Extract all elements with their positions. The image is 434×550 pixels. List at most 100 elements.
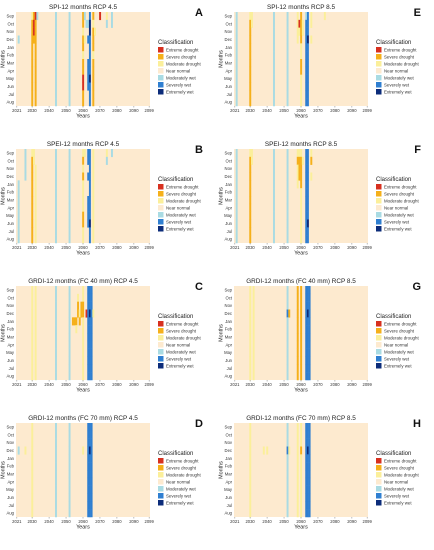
heatmap-cell (296, 438, 299, 447)
heatmap-cell (36, 12, 39, 21)
heatmap-cell (32, 35, 35, 44)
heatmap-cell (82, 333, 85, 342)
x-tick-label: 2080 (330, 108, 340, 113)
heatmap-cell (88, 501, 91, 510)
legend-label: Moderate drought (166, 473, 201, 478)
heatmap-cell (55, 74, 57, 83)
heatmap-cell (249, 364, 252, 373)
heatmap-cell (305, 430, 308, 439)
y-tick-label: Aug (7, 237, 15, 242)
heatmap-cell (286, 333, 289, 342)
heatmap-cell (296, 423, 299, 432)
legend-label: Severely wet (384, 494, 410, 499)
heatmap-cell (273, 149, 275, 158)
heatmap-cell (252, 286, 255, 295)
heatmap-cell (249, 219, 252, 228)
heatmap-cell (31, 35, 34, 44)
legend-label: Severely wet (166, 83, 192, 88)
heatmap-cell (306, 293, 309, 302)
x-tick-label: 2021 (230, 382, 240, 387)
legend-label: Moderate drought (384, 336, 419, 341)
heatmap-cell (88, 196, 91, 205)
heatmap-cell (305, 356, 308, 365)
y-tick-label: Jul (227, 503, 232, 508)
heatmap-cell (32, 27, 35, 36)
y-tick-label: Jun (7, 495, 14, 500)
heatmap-cell (88, 477, 91, 486)
legend-title: Classification (376, 40, 411, 46)
heatmap-cell (105, 156, 108, 165)
heatmap-cell (306, 348, 309, 357)
heatmap-cell (105, 19, 108, 28)
heatmap-cell (88, 356, 91, 365)
heatmap-cell (273, 164, 275, 173)
y-tick-label: Apr (225, 342, 232, 347)
heatmap-cell (24, 446, 27, 455)
heatmap-cell (90, 430, 93, 439)
heatmap-cell (249, 501, 252, 510)
heatmap-cell (87, 333, 90, 342)
heatmap-cell (68, 235, 71, 244)
heatmap-cell (55, 35, 57, 44)
x-tick-label: 2060 (296, 519, 306, 524)
heatmap-cell (31, 423, 34, 432)
heatmap-cell (286, 438, 289, 447)
heatmap-cell (310, 172, 313, 181)
heatmap-cell (31, 172, 34, 181)
x-tick-label: 2090 (347, 382, 357, 387)
heatmap-cell (82, 19, 85, 28)
heatmap-cell (286, 51, 289, 60)
heatmap-cell (87, 149, 90, 158)
heatmap-cell (105, 12, 108, 21)
heatmap-cell (24, 172, 27, 181)
legend-swatch (158, 342, 164, 348)
heatmap-cell (300, 235, 303, 244)
heatmap-cell (250, 19, 253, 28)
heatmap-cell (296, 372, 299, 381)
heatmap-cell (235, 27, 238, 36)
legend-swatch (158, 226, 164, 232)
heatmap-cell (286, 493, 289, 502)
heatmap-cell (55, 485, 57, 494)
heatmap-cell (300, 286, 303, 295)
legend-label: Extreme drought (384, 459, 417, 464)
heatmap-cell (305, 372, 308, 381)
y-tick-label: Apr (7, 342, 14, 347)
legend-title: Classification (158, 177, 193, 183)
heatmap-cell (92, 156, 95, 165)
heatmap-cell (306, 372, 309, 381)
heatmap-cell (31, 51, 34, 60)
legend-swatch (158, 191, 164, 197)
heatmap-cell (235, 149, 238, 158)
legend-label: Severe drought (384, 55, 415, 60)
heatmap-cell (286, 293, 289, 302)
legend-swatch (158, 328, 164, 334)
heatmap-cell (68, 188, 71, 197)
y-tick-label: Sep (225, 151, 233, 156)
heatmap-cell (249, 309, 252, 318)
heatmap-cell (83, 12, 86, 21)
heatmap-cell (110, 12, 113, 21)
heatmap-cell (249, 35, 252, 44)
heatmap-cell (235, 211, 238, 220)
heatmap-cell (300, 196, 303, 205)
heatmap-cell (88, 462, 91, 471)
heatmap-cell (308, 309, 311, 318)
y-tick-label: Aug (7, 511, 15, 516)
heatmap-cell (306, 74, 309, 83)
heatmap-cell (235, 90, 238, 99)
heatmap-cell (249, 43, 252, 52)
heatmap-cell (305, 172, 308, 181)
heatmap-cell (305, 51, 308, 60)
heatmap-cell (90, 372, 93, 381)
x-tick-label: 2050 (279, 382, 289, 387)
heatmap-cell (306, 172, 309, 181)
heatmap-cell (306, 43, 309, 52)
heatmap-cell (55, 66, 57, 75)
x-tick-label: 2040 (44, 245, 54, 250)
y-tick-label: Feb (7, 190, 15, 195)
heatmap-cell (286, 59, 289, 68)
heatmap-cell (249, 356, 252, 365)
heatmap-cell (305, 340, 308, 349)
